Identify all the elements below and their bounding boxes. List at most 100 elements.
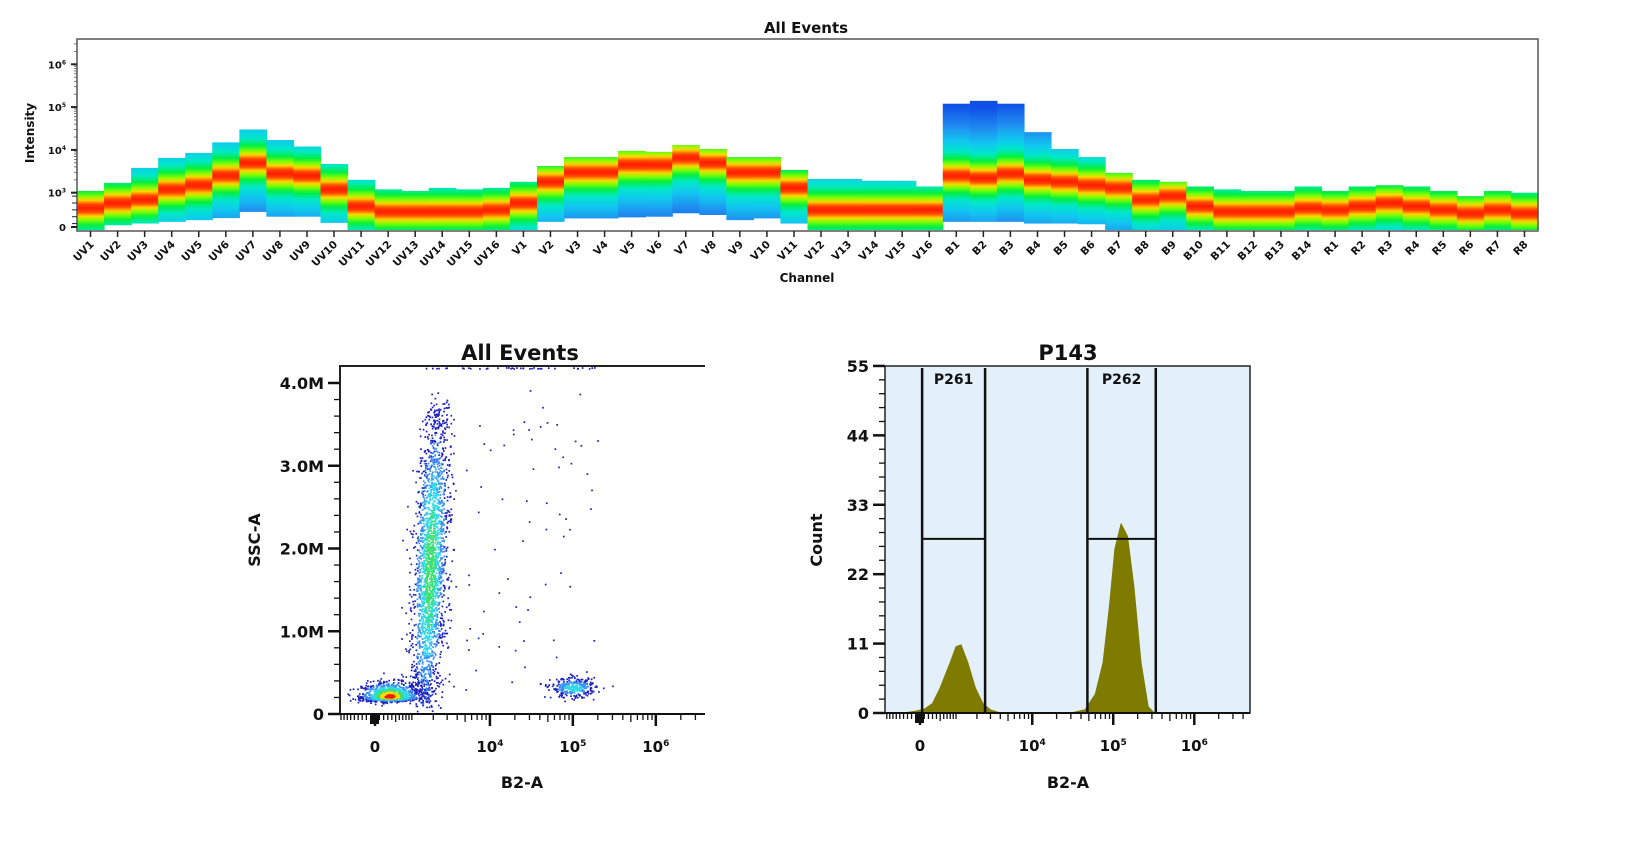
scatter-point (442, 459, 445, 462)
scatter-point (436, 367, 438, 370)
scatter-point (399, 687, 401, 690)
scatter-point (579, 393, 582, 396)
scatter-point (445, 536, 447, 538)
scatter-point (426, 507, 429, 509)
scatter-point (428, 536, 430, 539)
scatter-point (411, 688, 414, 691)
scatter-point (420, 678, 423, 681)
scatter-point (359, 697, 361, 700)
scatter-point (425, 634, 428, 637)
scatter-point (415, 663, 418, 665)
scatter-point (436, 623, 438, 626)
scatter-point (566, 691, 569, 694)
scatter-point (374, 699, 376, 702)
scatter-point (426, 617, 429, 620)
scatter-point (393, 686, 396, 688)
scatter-point (421, 689, 423, 691)
scatter-point (440, 549, 442, 551)
scatter-point (429, 557, 432, 559)
scatter-point (442, 600, 445, 603)
scatter-point (441, 452, 443, 455)
scatter-point (434, 592, 437, 595)
channel-bar (1132, 179, 1160, 230)
scatter-point (423, 632, 426, 634)
scatter-point (446, 509, 449, 512)
scatter-point (410, 595, 413, 598)
scatter-point (419, 660, 422, 663)
scatter-point (418, 506, 421, 508)
scatter-point (447, 579, 449, 581)
scatter-point (527, 609, 529, 611)
scatter-point (352, 698, 354, 700)
scatter-point (417, 693, 420, 696)
scatter-point (433, 673, 436, 675)
gate-p261[interactable]: P261 (920, 368, 987, 713)
scatter-point (424, 577, 427, 579)
channel-label: UV5 (179, 239, 204, 264)
scatter-point (434, 664, 437, 667)
scatter-point (434, 431, 437, 434)
scatter-chart: All Events SSC-A B2-A 01.0M2.0M3.0M4.0M0… (245, 341, 705, 792)
scatter-point (409, 609, 412, 611)
scatter-point (422, 522, 425, 525)
scatter-point (548, 684, 551, 686)
channel-bar (780, 169, 809, 224)
scatter-point (435, 628, 438, 630)
scatter-point (435, 677, 438, 680)
scatter-point (513, 368, 515, 370)
scatter-point (422, 595, 425, 597)
scatter-point (438, 546, 440, 549)
scatter-point (544, 696, 546, 698)
scatter-point (520, 367, 522, 370)
scatter-point (410, 669, 413, 672)
scatter-point (566, 687, 569, 689)
scatter-point (400, 679, 403, 682)
scatter-point (443, 469, 445, 472)
scatter-point (544, 685, 547, 687)
scatter-point (440, 575, 442, 578)
scatter-point (445, 632, 448, 635)
scatter-point (437, 458, 439, 460)
scatter-x-label: B2-A (501, 773, 544, 792)
scatter-point (431, 614, 433, 616)
scatter-point (570, 689, 573, 691)
scatter-point (440, 501, 443, 504)
scatter-point (414, 636, 417, 638)
scatter-point (440, 436, 442, 438)
scatter-point (426, 465, 429, 467)
scatter-point (421, 530, 424, 533)
scatter-point (440, 520, 443, 523)
scatter-point (446, 426, 448, 428)
scatter-point (383, 680, 385, 683)
scatter-point (565, 690, 568, 693)
scatter-point (545, 502, 548, 505)
scatter-point (442, 623, 445, 626)
scatter-point (421, 592, 424, 595)
scatter-point (442, 545, 444, 547)
scatter-point (405, 612, 407, 615)
scatter-point (443, 436, 445, 439)
scatter-point (373, 696, 376, 699)
scatter-point (424, 623, 427, 626)
scatter-point (428, 415, 431, 418)
scatter-point (443, 540, 445, 543)
scatter-point (422, 554, 425, 557)
scatter-point (428, 551, 431, 553)
scatter-point (584, 685, 586, 688)
scatter-point (440, 558, 442, 561)
scatter-point (435, 413, 438, 416)
scatter-point (576, 686, 579, 688)
scatter-point (559, 689, 561, 691)
scatter-point (577, 681, 580, 684)
scatter-point (434, 455, 436, 457)
scatter-point (424, 647, 427, 650)
scatter-point (433, 463, 436, 466)
scatter-point (420, 519, 423, 522)
gate-p262[interactable]: P262 (1086, 368, 1158, 713)
scatter-point (390, 684, 393, 686)
scatter-point (370, 694, 373, 696)
scatter-point (560, 691, 563, 694)
scatter-point (417, 631, 420, 634)
scatter-point (371, 698, 374, 700)
gate-label: P262 (1102, 372, 1141, 388)
